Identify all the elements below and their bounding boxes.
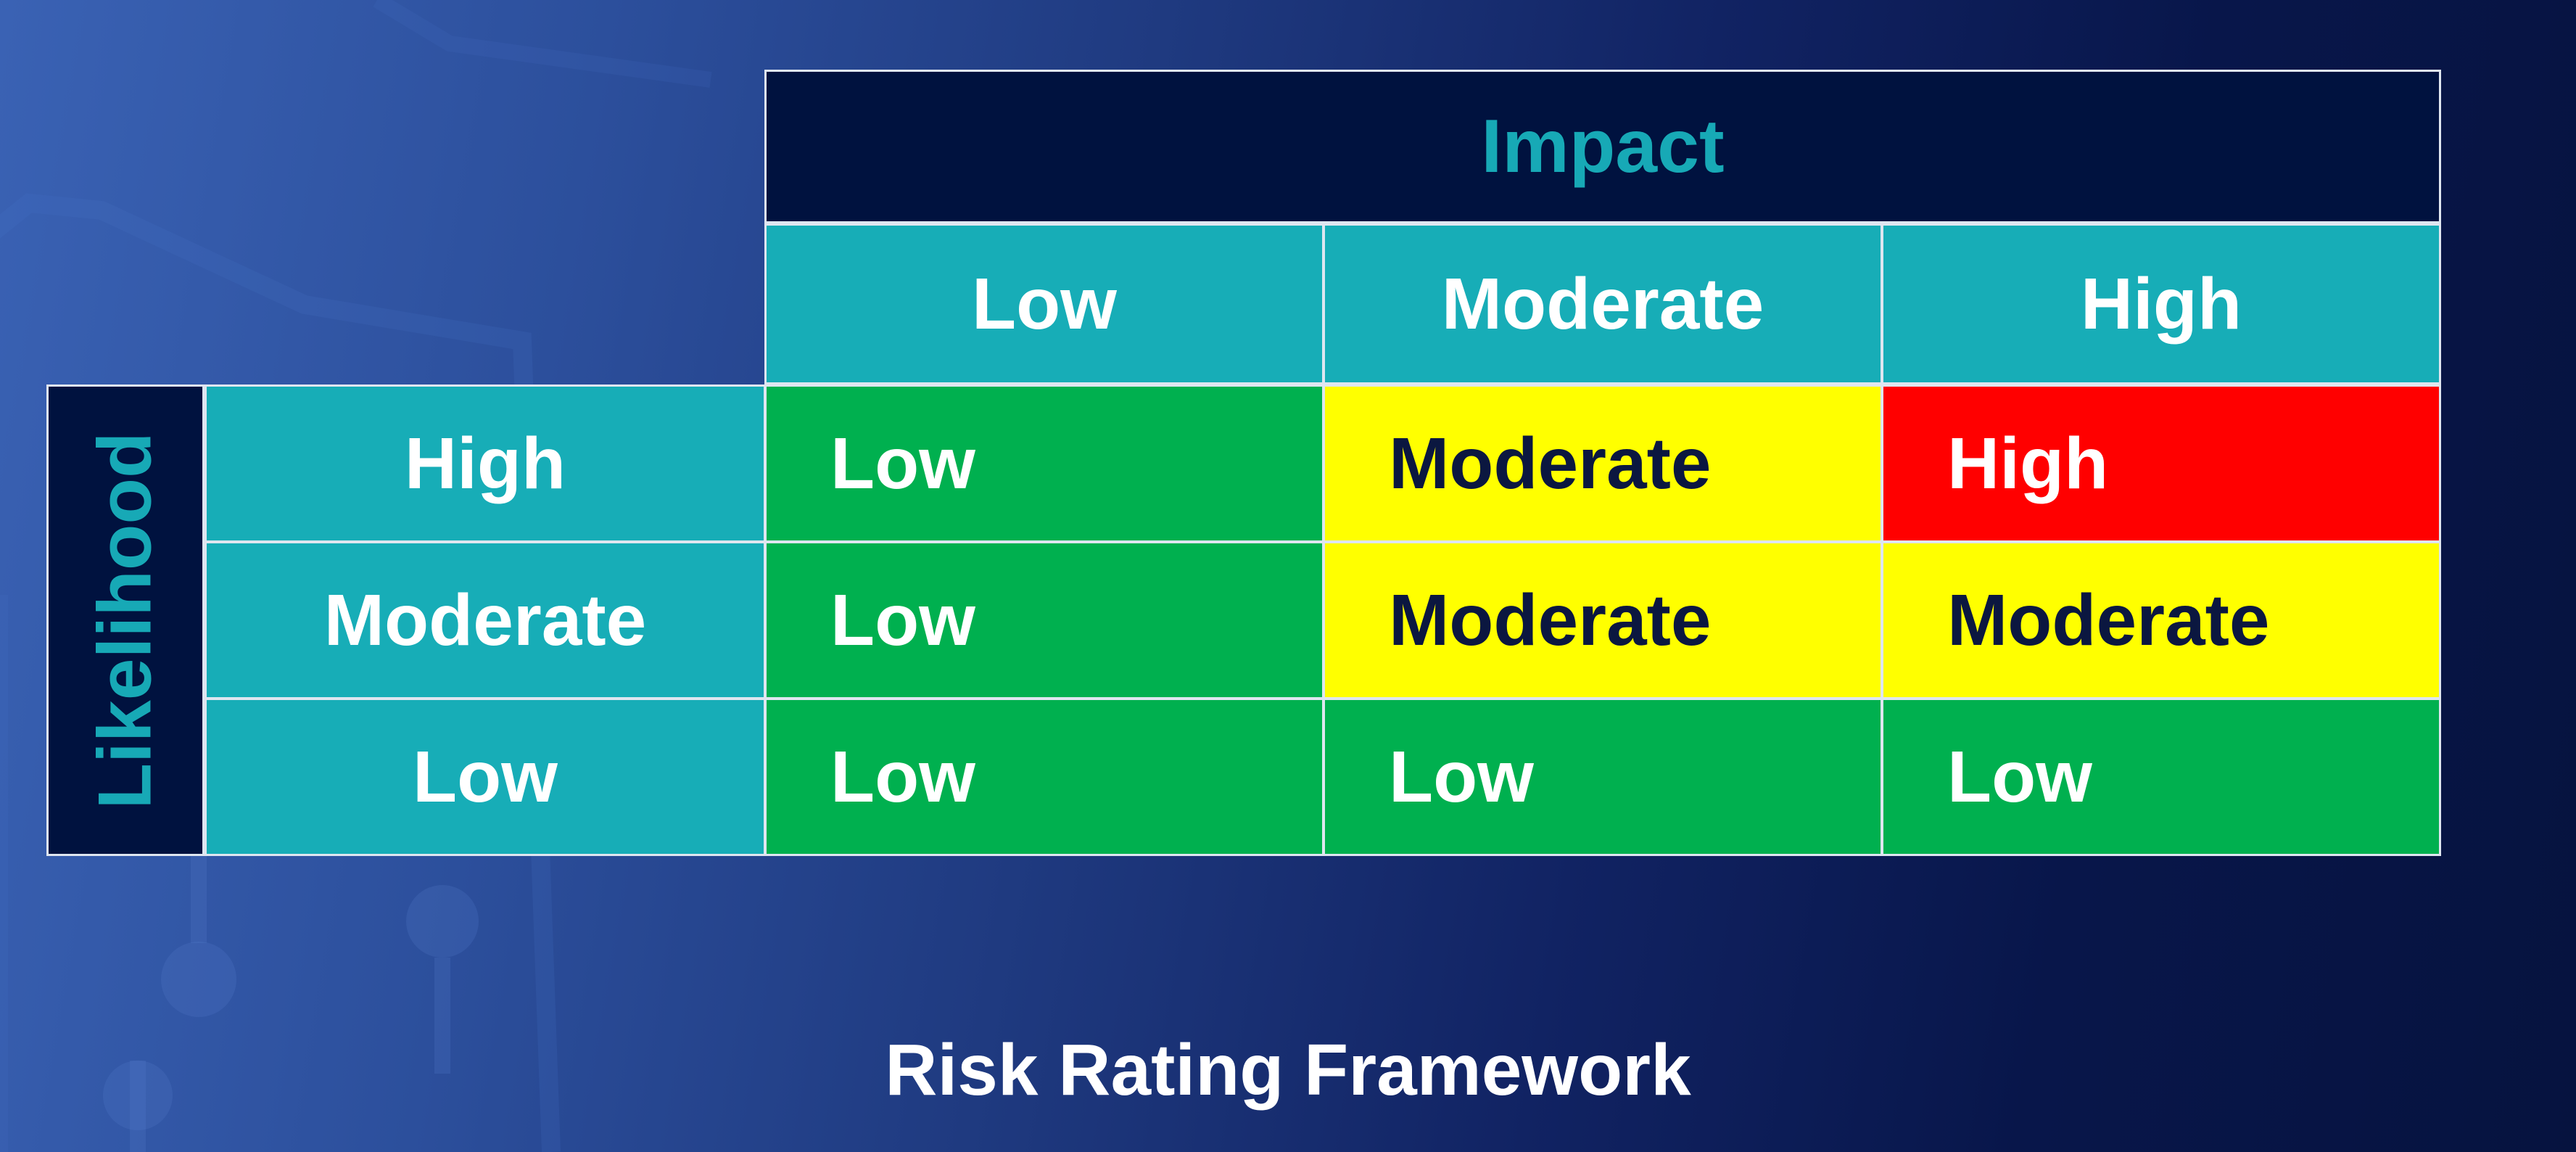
- impact-axis-header: Impact: [764, 70, 2441, 223]
- likelihood-axis-title: Likelihood: [83, 432, 168, 809]
- risk-cell-likelihood-low-impact-high: Low: [1881, 698, 2441, 856]
- impact-column-label-low: Low: [764, 223, 1324, 384]
- risk-cell-likelihood-low-impact-low: Low: [764, 698, 1324, 856]
- risk-cell-likelihood-moderate-impact-moderate: Moderate: [1323, 541, 1883, 699]
- impact-axis-title: Impact: [1481, 104, 1725, 189]
- risk-cell-likelihood-moderate-impact-low: Low: [764, 541, 1324, 699]
- diagram-caption: Risk Rating Framework: [885, 1029, 1691, 1111]
- risk-cell-likelihood-low-impact-moderate: Low: [1323, 698, 1883, 856]
- risk-cell-likelihood-high-impact-high: High: [1881, 384, 2441, 543]
- likelihood-row-label-moderate: Moderate: [205, 541, 766, 699]
- impact-column-label-moderate: Moderate: [1323, 223, 1883, 384]
- risk-cell-likelihood-high-impact-low: Low: [764, 384, 1324, 543]
- risk-cell-likelihood-high-impact-moderate: Moderate: [1323, 384, 1883, 543]
- likelihood-row-label-low: Low: [205, 698, 766, 856]
- likelihood-axis-header: Likelihood: [46, 384, 205, 856]
- risk-cell-likelihood-moderate-impact-high: Moderate: [1881, 541, 2441, 699]
- impact-column-label-high: High: [1881, 223, 2441, 384]
- likelihood-row-label-high: High: [205, 384, 766, 543]
